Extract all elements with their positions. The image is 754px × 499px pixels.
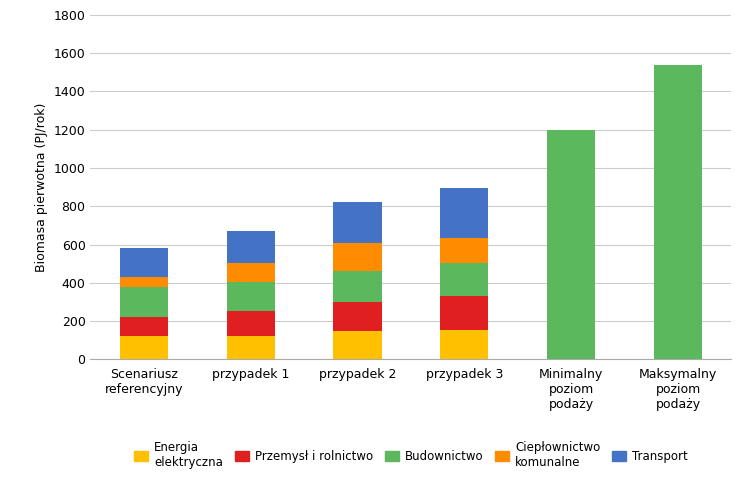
Bar (226, 311, 274, 336)
Bar (654, 65, 702, 359)
Bar (440, 296, 489, 330)
Bar (333, 330, 382, 359)
Bar (120, 336, 167, 359)
Bar (440, 262, 489, 296)
Bar (120, 277, 167, 286)
Bar (226, 282, 274, 311)
Bar (440, 238, 489, 262)
Legend: Energia
elektryczna, Przemysł i rolnictwo, Budownictwo, Ciepłownictwo
komunalne,: Energia elektryczna, Przemysł i rolnictw… (133, 441, 688, 469)
Bar (440, 330, 489, 359)
Bar (226, 336, 274, 359)
Bar (120, 249, 167, 277)
Bar (333, 243, 382, 271)
Bar (120, 317, 167, 336)
Bar (226, 262, 274, 282)
Bar (120, 286, 167, 317)
Bar (440, 188, 489, 238)
Y-axis label: Biomasa pierwotna (PJ/rok): Biomasa pierwotna (PJ/rok) (35, 102, 48, 272)
Bar (333, 302, 382, 330)
Bar (333, 203, 382, 243)
Bar (547, 130, 596, 359)
Bar (226, 231, 274, 262)
Bar (333, 271, 382, 302)
